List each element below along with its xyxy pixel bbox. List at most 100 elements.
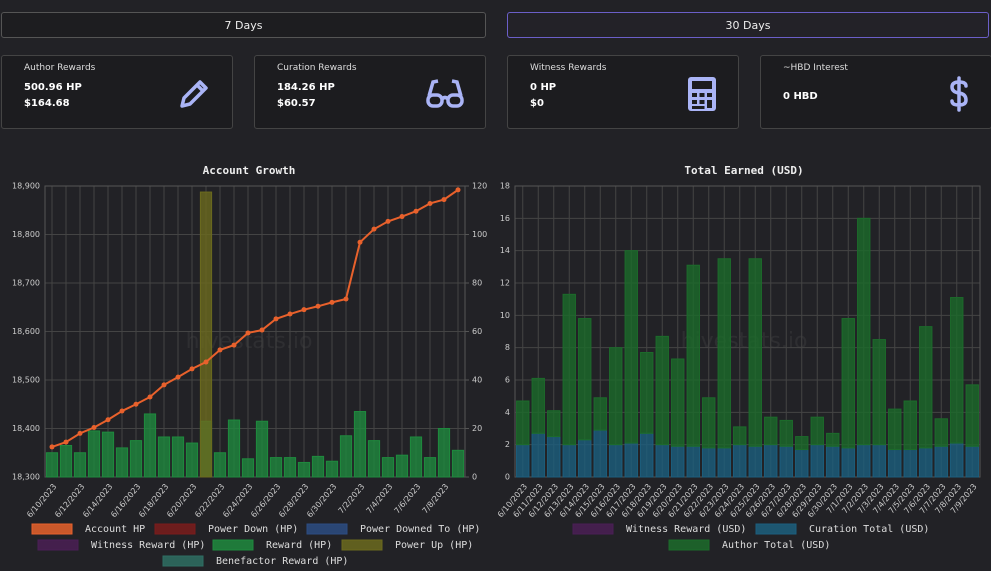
bar bbox=[129, 440, 143, 478]
point bbox=[371, 226, 377, 232]
legend-label: Witness Reward (USD) bbox=[626, 524, 746, 535]
legend-swatch bbox=[341, 539, 383, 551]
y-tick-label: 14 bbox=[500, 246, 510, 255]
line bbox=[51, 189, 459, 448]
point bbox=[147, 394, 153, 400]
bar bbox=[826, 445, 840, 478]
bar bbox=[826, 432, 840, 447]
card: Author Rewards 500.96 HP $164.68 bbox=[1, 55, 233, 129]
bar bbox=[640, 352, 654, 434]
bar bbox=[423, 457, 437, 478]
legend-swatch bbox=[31, 523, 73, 535]
x-tick-label: 7/2/2023 bbox=[336, 482, 366, 515]
chart-title: Total Earned (USD) bbox=[684, 164, 803, 177]
point bbox=[273, 316, 279, 322]
bar bbox=[671, 445, 685, 478]
bar bbox=[59, 444, 73, 478]
plot-frame bbox=[44, 185, 466, 478]
card-title: Curation Rewards bbox=[277, 63, 357, 73]
legend-label: Power Up (HP) bbox=[395, 540, 473, 551]
bar bbox=[115, 447, 129, 478]
button[interactable]: 7 Days bbox=[1, 12, 486, 38]
y-tick-label: 18,900 bbox=[12, 182, 40, 191]
bar bbox=[857, 217, 871, 446]
point bbox=[161, 382, 167, 388]
point bbox=[119, 408, 125, 414]
point bbox=[63, 439, 69, 445]
legend-label: Curation Total (USD) bbox=[809, 524, 929, 535]
bar bbox=[764, 444, 778, 478]
bar bbox=[395, 454, 409, 478]
y-tick-label: 16 bbox=[500, 214, 510, 223]
bar bbox=[547, 410, 561, 438]
bar bbox=[297, 461, 311, 478]
bar bbox=[409, 436, 423, 478]
bar bbox=[531, 432, 545, 478]
button[interactable]: 30 Days bbox=[507, 12, 989, 38]
bar bbox=[950, 297, 964, 444]
bar bbox=[857, 444, 871, 478]
legend-label: Reward (HP) bbox=[266, 540, 332, 551]
bar bbox=[888, 408, 902, 451]
card-value: $164.68 bbox=[24, 98, 70, 109]
bar bbox=[87, 430, 101, 478]
bar bbox=[671, 358, 685, 447]
y2-tick-label: 0 bbox=[472, 473, 477, 482]
y2-tick-label: 120 bbox=[472, 182, 487, 191]
legend-label: Witness Reward (HP) bbox=[91, 540, 205, 551]
bar bbox=[283, 457, 297, 478]
y-tick-label: 6 bbox=[505, 376, 510, 385]
bar bbox=[609, 347, 623, 446]
point bbox=[315, 303, 321, 309]
x-tick-label: 7/6/2023 bbox=[392, 482, 422, 515]
card-value: $0 bbox=[530, 98, 544, 109]
legend-swatch bbox=[755, 523, 797, 535]
bar bbox=[934, 418, 948, 447]
bar bbox=[733, 444, 747, 478]
bar bbox=[531, 377, 545, 434]
bar bbox=[903, 400, 917, 451]
y2-tick-label: 40 bbox=[472, 376, 482, 385]
legend-label: Benefactor Reward (HP) bbox=[216, 556, 348, 567]
bar bbox=[381, 457, 395, 478]
bar bbox=[199, 191, 213, 478]
bar bbox=[764, 416, 778, 446]
dollar-icon bbox=[950, 76, 968, 112]
bar bbox=[717, 447, 731, 478]
card-title: Author Rewards bbox=[24, 63, 96, 73]
bar bbox=[578, 439, 592, 478]
y-tick-label: 4 bbox=[505, 408, 510, 417]
bar bbox=[325, 460, 339, 478]
card-value: 184.26 HP bbox=[277, 82, 335, 93]
bar bbox=[919, 326, 933, 449]
x-tick-label: 7/8/2023 bbox=[420, 482, 450, 515]
point bbox=[91, 425, 97, 431]
bar bbox=[779, 419, 793, 447]
x-tick-label: 7/4/2023 bbox=[364, 482, 394, 515]
bar bbox=[562, 444, 576, 478]
bar bbox=[157, 436, 171, 478]
legend-label: Power Down (HP) bbox=[208, 524, 298, 535]
bar bbox=[255, 420, 269, 478]
bar bbox=[640, 432, 654, 478]
point bbox=[329, 299, 335, 305]
card-value: $60.57 bbox=[277, 98, 316, 109]
y-tick-label: 18,500 bbox=[12, 376, 40, 385]
bar bbox=[562, 293, 576, 446]
point bbox=[217, 347, 223, 353]
bar bbox=[516, 400, 530, 446]
bar bbox=[702, 447, 716, 478]
point bbox=[133, 401, 139, 407]
legend-label: Power Downed To (HP) bbox=[360, 524, 480, 535]
legend-swatch bbox=[306, 523, 348, 535]
glasses-icon bbox=[426, 79, 464, 108]
calculator-icon bbox=[688, 77, 716, 111]
bar bbox=[451, 449, 465, 478]
y-tick-label: 18,800 bbox=[12, 230, 40, 239]
point bbox=[175, 374, 181, 380]
legend-swatch bbox=[37, 539, 79, 551]
chart-title: Account Growth bbox=[203, 164, 296, 177]
pencil-icon bbox=[180, 80, 208, 108]
